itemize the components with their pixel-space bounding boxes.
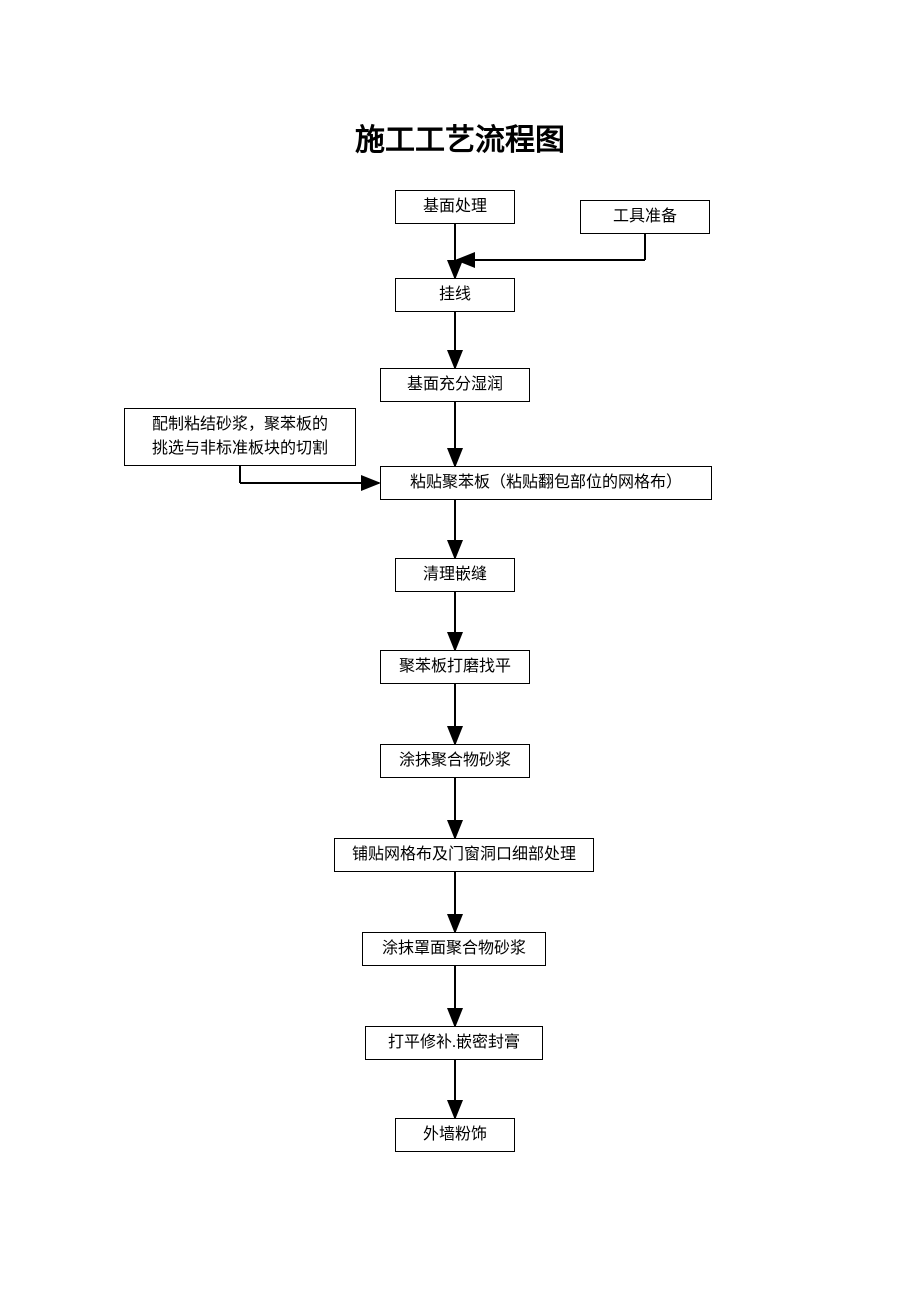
flowchart-node-n11: 外墙粉饰 [395, 1118, 515, 1152]
flowchart-node-n7: 涂抹聚合物砂浆 [380, 744, 530, 778]
flowchart-node-n1: 基面处理 [395, 190, 515, 224]
flowchart-node-n3b: 配制粘结砂浆，聚苯板的 挑选与非标准板块的切割 [124, 408, 356, 466]
flowchart-node-n1b: 工具准备 [580, 200, 710, 234]
flowchart-node-n9: 涂抹罩面聚合物砂浆 [362, 932, 546, 966]
flowchart-node-n8: 铺贴网格布及门窗洞口细部处理 [334, 838, 594, 872]
flowchart-node-n10: 打平修补.嵌密封膏 [365, 1026, 543, 1060]
flowchart-node-n3: 基面充分湿润 [380, 368, 530, 402]
diagram-title: 施工工艺流程图 [0, 115, 920, 159]
flowchart-node-n5: 清理嵌缝 [395, 558, 515, 592]
flowchart-node-n2: 挂线 [395, 278, 515, 312]
flowchart-node-n4: 粘贴聚苯板（粘贴翻包部位的网格布） [380, 466, 712, 500]
flowchart-node-n6: 聚苯板打磨找平 [380, 650, 530, 684]
